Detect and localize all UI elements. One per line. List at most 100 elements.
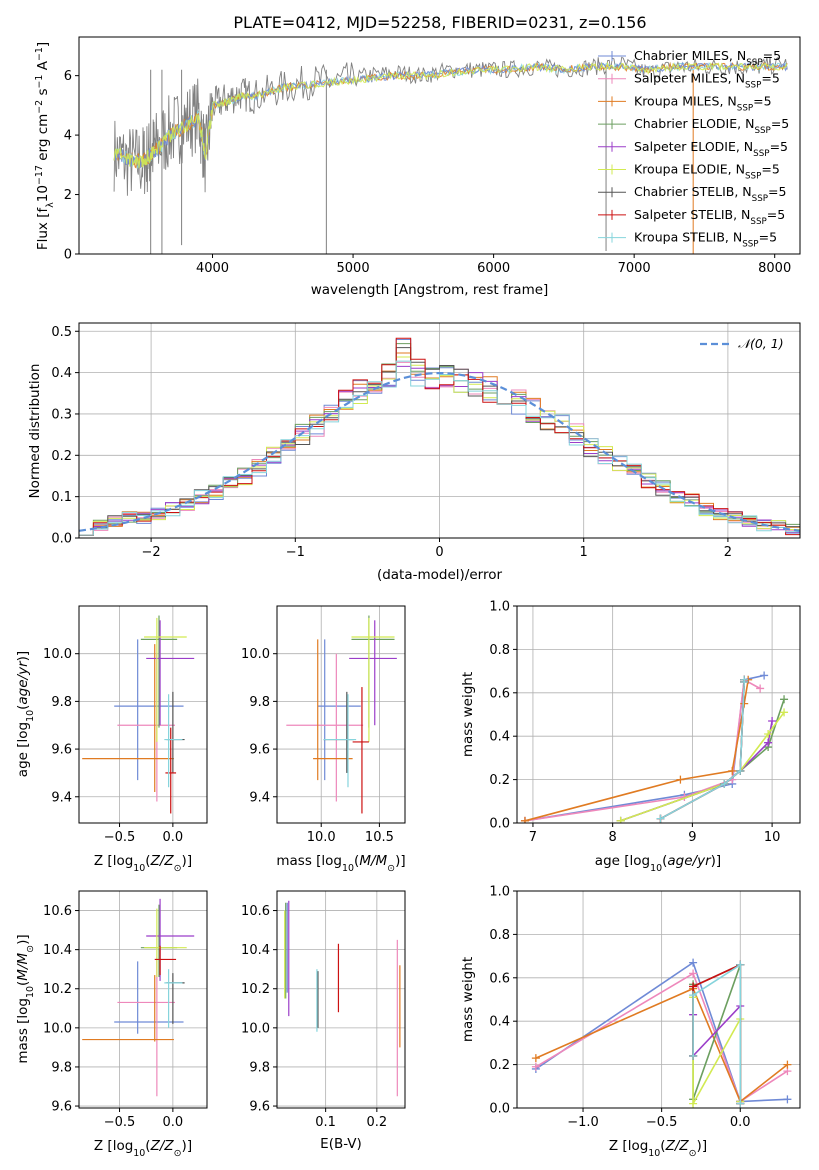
y-tick-label: 0.6: [489, 971, 510, 986]
mass-weight-marker: [728, 766, 737, 775]
y-tick-label: 0.1: [51, 490, 72, 505]
axes-mass_vs_ebv: 0.1 0.2 9.6 9.8 10.0 10.2 10.4 10.6 E(B-V): [241, 890, 406, 1152]
y-tick-label: 2: [64, 188, 72, 203]
x-tick-label: −2: [142, 545, 161, 560]
mass-weight-marker: [520, 816, 529, 823]
mass-weight-marker: [689, 1099, 698, 1108]
x-tick-label: 7000: [618, 261, 651, 276]
mass-weight-line: [524, 679, 749, 822]
mass-weight-line: [524, 674, 765, 822]
y-tick-label: 0.2: [489, 773, 510, 788]
axes-frame: [78, 605, 208, 824]
x-tick-label: 8000: [758, 261, 791, 276]
axes-frame: [516, 605, 801, 824]
mass-weight-marker: [764, 738, 773, 747]
mass-weight-marker: [689, 991, 698, 1000]
mass-weight-marker: [656, 814, 665, 823]
legend-label: 𝒩(0, 1): [738, 336, 784, 351]
x-tick-label: 6000: [477, 261, 510, 276]
x-tick-label: 1: [580, 545, 588, 560]
legend-label: Salpeter ELODIE, NSSP=5: [634, 139, 788, 159]
plot-area: [284, 900, 401, 1097]
axes-residual_hist: −2 −1 0 1 2 0.0 0.1 0.2 0.3 0.4 0.5 (data-model)/er…: [27, 322, 801, 583]
x-tick-label: 4000: [196, 261, 229, 276]
plot-area: [79, 337, 800, 536]
x-tick-label: −0.5: [104, 1115, 136, 1130]
mass-weight-marker: [676, 775, 685, 784]
x-axis-label: mass [log10(M/M⊙)]: [276, 853, 405, 874]
y-tick-label: 0.4: [489, 730, 510, 745]
mass-weight-marker: [740, 675, 749, 684]
mass-weight-marker: [689, 969, 698, 978]
axes-mass_vs_Z: −0.5 0.0 9.6 9.8 10.0 10.2 10.4 10.6 Z [log10(Z/…: [15, 890, 208, 1159]
plot-area: [531, 958, 792, 1108]
x-axis-label: (data-model)/error: [377, 567, 503, 583]
axes-frame: [78, 890, 208, 1109]
y-tick-label: 4: [64, 129, 72, 144]
mass-weight-marker: [783, 1095, 792, 1104]
legend-label: Chabrier STELIB, NSSP=5: [634, 184, 786, 204]
mass-weight-marker: [768, 717, 777, 726]
y-tick-label: 10.2: [241, 982, 270, 997]
axes-mw_vs_Z: −1.0 −0.5 0.0 0.0 0.2 0.4 0.6 0.8 1.0 mass weight…: [460, 885, 801, 1159]
x-axis-label: Z [log10(Z/Z⊙)]: [609, 1138, 707, 1159]
y-axis-label: mass [log10(M/M⊙)]: [15, 934, 36, 1063]
figure-title: PLATE=0412, MJD=52258, FIBERID=0231, z=0…: [233, 13, 646, 32]
mass-weight-marker: [689, 1051, 698, 1060]
x-tick-label: 5000: [337, 261, 370, 276]
y-axis-label: Normed distribution: [27, 364, 43, 499]
mass-weight-marker: [689, 982, 698, 991]
legend-label: Kroupa ELODIE, NSSP=5: [634, 162, 780, 182]
mass-weight-line: [660, 679, 745, 820]
mass-weight-line: [535, 987, 788, 1103]
mass-weight-marker: [616, 816, 625, 823]
y-tick-label: 0.3: [51, 407, 72, 422]
x-tick-label: 0: [435, 545, 443, 560]
mass-weight-marker: [780, 708, 789, 717]
mass-weight-line: [535, 972, 788, 1103]
x-tick-label: 10: [764, 830, 781, 845]
model-spectrum-line: [113, 61, 788, 169]
legend-label: Chabrier MILES, NSSP=5: [634, 48, 781, 68]
legend-label: Salpeter STELIB, NSSP=5: [634, 207, 785, 227]
y-tick-label: 9.6: [249, 743, 270, 758]
plot-area: [520, 671, 789, 823]
mass-weight-marker: [740, 699, 749, 708]
x-axis-label: wavelength [Angstrom, rest frame]: [311, 282, 549, 298]
y-axis-label: mass weight: [460, 957, 476, 1042]
axes-frame: [516, 890, 801, 1109]
y-tick-label: 10.2: [43, 982, 72, 997]
y-tick-label: 10.0: [43, 647, 72, 662]
y-tick-label: 9.6: [249, 1100, 270, 1115]
y-tick-label: 0.0: [51, 532, 72, 547]
y-tick-label: 0.4: [51, 366, 72, 381]
legend-label: Chabrier ELODIE, NSSP=5: [634, 116, 789, 136]
mass-weight-line: [692, 1003, 742, 1102]
axes-frame: [78, 36, 801, 255]
y-tick-label: 9.8: [249, 695, 270, 710]
y-tick-label: 10.4: [43, 943, 72, 958]
mass-weight-line: [660, 679, 745, 820]
y-tick-label: 10.6: [241, 904, 270, 919]
x-tick-label: −0.5: [104, 830, 136, 845]
y-axis-label: Flux [fλ10−17 erg cm−2 s−1 A−1]: [34, 42, 56, 250]
x-tick-label: −1: [286, 545, 305, 560]
x-tick-label: 0.0: [163, 1115, 184, 1130]
y-tick-label: 9.8: [249, 1060, 270, 1075]
histogram-step-line: [79, 337, 800, 536]
legend-label: Kroupa STELIB, NSSP=5: [634, 230, 777, 250]
x-tick-label: 7: [529, 830, 537, 845]
x-tick-label: 0.1: [315, 1115, 336, 1130]
axes-age_vs_Z: −0.5 0.0 9.4 9.6 9.8 10.0 Z [log10(Z/Z⊙)] age […: [15, 605, 208, 874]
y-tick-label: 0.4: [489, 1015, 510, 1030]
y-tick-label: 6: [64, 69, 72, 84]
x-tick-label: 2: [724, 545, 732, 560]
y-tick-label: 9.6: [51, 1100, 72, 1115]
mass-weight-marker: [783, 1060, 792, 1069]
mass-weight-marker: [760, 671, 769, 680]
legend-label: Kroupa MILES, NSSP=5: [634, 93, 772, 113]
y-tick-label: 1.0: [489, 600, 510, 615]
mass-weight-marker: [531, 1054, 540, 1063]
axes-mw_vs_age: 7 8 9 10 0.0 0.2 0.4 0.6 0.8 1.0 mass weight age [l…: [460, 600, 801, 874]
x-tick-label: 9: [688, 830, 696, 845]
